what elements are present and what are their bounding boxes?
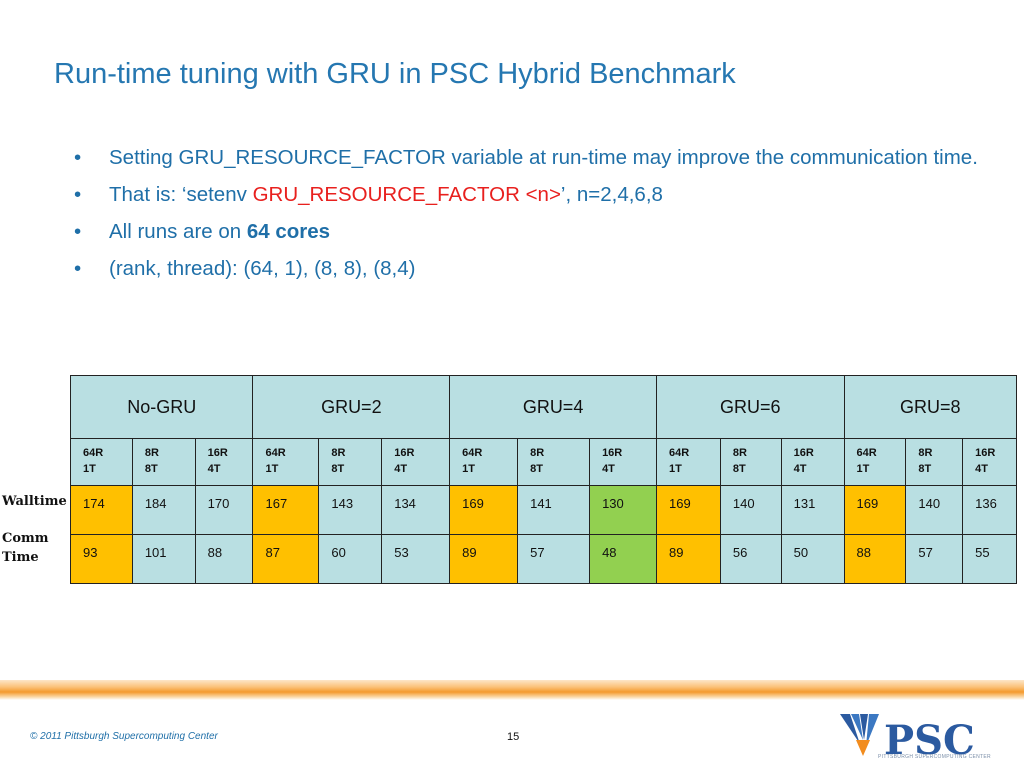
table-cell: 131 xyxy=(780,485,845,535)
table-cell: 140 xyxy=(905,485,964,535)
group-header-cell: No-GRU xyxy=(69,375,254,439)
bullet-text: All runs are on xyxy=(109,220,247,243)
group-header-cell: GRU=4 xyxy=(449,375,657,439)
table-cell: 57 xyxy=(905,534,964,584)
config-header-cell: 64R 1T xyxy=(656,438,721,486)
table-cell: 55 xyxy=(962,534,1017,584)
table-cell: 101 xyxy=(131,534,196,584)
table-cell: 53 xyxy=(381,534,451,584)
config-header-cell: 16R 4T xyxy=(381,438,451,486)
table-row: 93 101 88 87 60 53 89 57 48 89 56 50 88 57 55 xyxy=(70,534,1017,584)
table-cell: 89 xyxy=(656,534,721,584)
table-cell: 143 xyxy=(318,485,383,535)
table-cell: 60 xyxy=(318,534,383,584)
table-cell: 169 xyxy=(843,485,907,535)
bullet-list: • Setting GRU_RESOURCE_FACTOR variable a… xyxy=(74,143,994,291)
table-row: 174 184 170 167 143 134 169 141 130 169 140 131 169 1… xyxy=(70,485,1017,535)
bullet-text: Setting GRU_RESOURCE_FACTOR variable at … xyxy=(109,146,978,169)
config-header-cell: 8R 8T xyxy=(905,438,964,486)
config-header-cell: 64R 1T xyxy=(449,438,519,486)
bullet-text: That is: ‘setenv xyxy=(109,183,253,206)
config-header-cell: 64R 1T xyxy=(70,438,133,486)
env-variable-text: GRU_RESOURCE_FACTOR <n> xyxy=(252,183,561,206)
psc-logo-mark xyxy=(840,714,879,756)
table-cell: 136 xyxy=(962,485,1017,535)
psc-logo: PSC xyxy=(840,714,975,764)
bullet-item: • All runs are on 64 cores xyxy=(74,217,994,247)
table-cell: 184 xyxy=(131,485,196,535)
config-header-cell: 16R 4T xyxy=(589,438,657,486)
config-header-cell: 8R 8T xyxy=(517,438,591,486)
table-cell: 141 xyxy=(517,485,591,535)
bullet-marker: • xyxy=(74,146,82,169)
bullet-bold-text: 64 cores xyxy=(246,220,331,243)
row-label: Walltime xyxy=(2,494,67,509)
bullet-marker: • xyxy=(74,257,82,280)
table-cell: 50 xyxy=(780,534,845,584)
bullet-marker: • xyxy=(74,220,82,243)
slide-title: Run-time tuning with GRU in PSC Hybrid B… xyxy=(54,58,736,90)
copyright-text: © 2011 Pittsburgh Supercomputing Center xyxy=(30,731,218,742)
footer-stripe xyxy=(0,680,1024,700)
table-cell: 88 xyxy=(843,534,907,584)
table-cell: 88 xyxy=(194,534,254,584)
bullet-marker: • xyxy=(74,183,82,206)
config-header-cell: 8R 8T xyxy=(131,438,196,486)
config-header-cell: 64R 1T xyxy=(252,438,320,486)
bullet-item: • That is: ‘setenv GRU_RESOURCE_FACTOR <… xyxy=(74,180,994,210)
config-header-cell: 16R 4T xyxy=(962,438,1017,486)
group-header-cell: GRU=6 xyxy=(656,375,845,439)
bullet-text: (rank, thread): (64, 1), (8, 8), (8,4) xyxy=(109,257,416,280)
table-cell: 169 xyxy=(656,485,721,535)
table-cell: 93 xyxy=(70,534,133,584)
table-cell: 89 xyxy=(449,534,519,584)
table-cell: 134 xyxy=(381,485,451,535)
group-header-cell: GRU=8 xyxy=(843,375,1018,439)
psc-logo-text: PSC xyxy=(884,717,975,764)
group-header-cell: GRU=2 xyxy=(252,375,451,439)
bullet-text: ’, n=2,4,6,8 xyxy=(560,183,663,206)
config-header-cell: 16R 4T xyxy=(194,438,254,486)
bullet-item: • (rank, thread): (64, 1), (8, 8), (8,4) xyxy=(74,254,994,284)
config-header-cell: 64R 1T xyxy=(843,438,907,486)
table-cell: 56 xyxy=(719,534,782,584)
bullet-item: • Setting GRU_RESOURCE_FACTOR variable a… xyxy=(74,143,994,173)
table-cell: 130 xyxy=(589,485,657,535)
table-cell: 167 xyxy=(252,485,320,535)
table-cell: 174 xyxy=(70,485,133,535)
config-header-cell: 8R 8T xyxy=(719,438,782,486)
config-header-cell: 8R 8T xyxy=(318,438,383,486)
row-label: Comm Time xyxy=(2,531,49,565)
table-cell: 48 xyxy=(589,534,657,584)
table-cell: 57 xyxy=(517,534,591,584)
config-header-cell: 16R 4T xyxy=(780,438,845,486)
group-header-row: No-GRU GRU=2 GRU=4 GRU=6 GRU=8 xyxy=(69,375,1018,439)
psc-logo-tagline: PITTSBURGH SUPERCOMPUTING CENTER xyxy=(878,754,991,760)
table-cell: 140 xyxy=(719,485,782,535)
config-header-row: 64R 1T 8R 8T 16R 4T 64R 1T 8R 8T 16R 4T 64R 1T 8R 8T 16R… xyxy=(70,438,1017,486)
table-cell: 169 xyxy=(449,485,519,535)
results-table: No-GRU GRU=2 GRU=4 GRU=6 GRU=8 64R 1T 8R 8T 16R 4T… xyxy=(69,375,1018,584)
page-number: 15 xyxy=(507,731,520,743)
table-cell: 170 xyxy=(194,485,254,535)
table-cell: 87 xyxy=(252,534,320,584)
